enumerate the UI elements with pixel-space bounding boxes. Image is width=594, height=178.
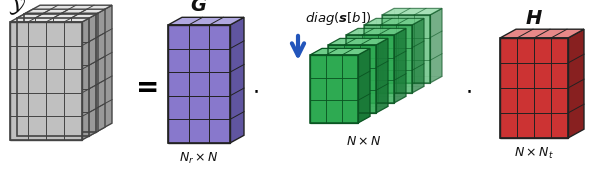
- Polygon shape: [358, 48, 370, 123]
- Bar: [310, 55, 358, 123]
- Polygon shape: [364, 18, 424, 25]
- Bar: [17, 18, 89, 136]
- Bar: [328, 45, 376, 113]
- Text: $N \times N$: $N \times N$: [346, 135, 382, 148]
- Bar: [500, 38, 568, 138]
- Polygon shape: [310, 48, 370, 55]
- Polygon shape: [376, 38, 388, 113]
- Bar: [328, 45, 376, 113]
- Bar: [168, 25, 230, 143]
- Bar: [364, 25, 412, 93]
- Polygon shape: [82, 13, 98, 140]
- Bar: [346, 35, 394, 103]
- Bar: [340, 38, 388, 106]
- Bar: [10, 22, 82, 140]
- Bar: [394, 8, 442, 76]
- Bar: [346, 35, 394, 103]
- Polygon shape: [382, 8, 442, 15]
- Polygon shape: [168, 17, 244, 25]
- Bar: [310, 55, 358, 123]
- Bar: [358, 28, 406, 96]
- Polygon shape: [10, 13, 98, 22]
- Bar: [382, 15, 430, 83]
- Text: $\cdot$: $\cdot$: [252, 81, 258, 101]
- Polygon shape: [89, 9, 105, 136]
- Bar: [382, 15, 430, 83]
- Polygon shape: [96, 5, 112, 132]
- Polygon shape: [394, 28, 406, 103]
- Bar: [364, 25, 412, 93]
- Text: $N_r \times N$: $N_r \times N$: [179, 151, 219, 166]
- Bar: [364, 25, 412, 93]
- Polygon shape: [412, 18, 424, 93]
- Bar: [24, 14, 96, 132]
- Text: =: =: [136, 74, 160, 102]
- Polygon shape: [328, 38, 388, 45]
- Polygon shape: [346, 28, 406, 35]
- Polygon shape: [17, 9, 105, 18]
- Bar: [346, 35, 394, 103]
- Text: $\mathcal{Y}$: $\mathcal{Y}$: [8, 0, 26, 17]
- Text: $\boldsymbol{H}$: $\boldsymbol{H}$: [525, 10, 543, 28]
- Polygon shape: [568, 29, 584, 138]
- Bar: [382, 15, 430, 83]
- Bar: [500, 38, 568, 138]
- Text: $\cdot$: $\cdot$: [465, 81, 471, 101]
- Polygon shape: [24, 5, 112, 14]
- Bar: [376, 18, 424, 86]
- Text: $\boldsymbol{G}$: $\boldsymbol{G}$: [191, 0, 207, 15]
- Bar: [24, 14, 96, 132]
- Polygon shape: [430, 8, 442, 83]
- Bar: [10, 22, 82, 140]
- Bar: [310, 55, 358, 123]
- Bar: [17, 18, 89, 136]
- Polygon shape: [230, 17, 244, 143]
- Bar: [328, 45, 376, 113]
- Bar: [168, 25, 230, 143]
- Bar: [322, 48, 370, 116]
- Polygon shape: [500, 29, 584, 38]
- Text: $N \times N_t$: $N \times N_t$: [514, 146, 554, 161]
- Text: $diag(\boldsymbol{s}[b])$: $diag(\boldsymbol{s}[b])$: [305, 10, 371, 27]
